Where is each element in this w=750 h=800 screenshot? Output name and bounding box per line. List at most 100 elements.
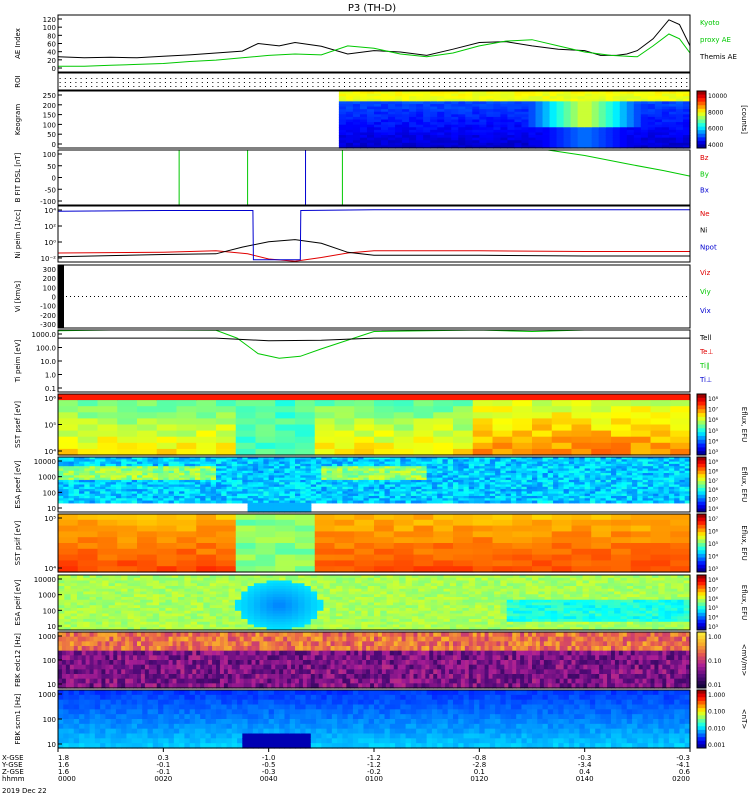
fbk_b-colorbar-cell [697, 729, 706, 734]
sst_i-colorbar-tick: 10⁵ [708, 541, 719, 548]
fbk_e-colorbar-cell [697, 642, 706, 647]
esa_i-colorbar-cell [697, 581, 706, 586]
ae-legend-2: Themis AE [699, 53, 737, 61]
keogram-colorbar-cell [697, 144, 706, 149]
bfit-tick-label: -100 [40, 198, 56, 206]
fbk_b-colorbar-cell [697, 704, 706, 709]
fbk_b-colorbar-cell [697, 711, 706, 716]
esa_e-colorbar-cell [697, 494, 706, 499]
keogram-tick-label: 200 [43, 102, 56, 110]
esa_e-colorbar-tick: 10⁶ [708, 487, 719, 494]
fbk_e-tick-label: 1000 [38, 633, 56, 641]
footer-value: -0.8 [472, 754, 486, 762]
footer-value: -0.1 [156, 768, 170, 776]
vi-tick-label: -200 [40, 312, 56, 320]
footer-value: 0140 [576, 775, 594, 783]
keogram-colorbar-cell [697, 94, 706, 99]
ni-tick-label: 10⁻² [41, 255, 57, 263]
esa_i-colorbar-tick: 10⁶ [708, 596, 719, 603]
keogram-frame [57, 90, 691, 149]
ni-legend-2: Npot [700, 243, 717, 251]
fbk_e-colorbar-label: <mV/m> [740, 644, 748, 677]
footer-value: -1.2 [367, 761, 381, 769]
footer-value: -3.4 [578, 761, 592, 769]
sst_e-colorbar-cell [697, 397, 706, 403]
esa_i-colorbar-cell [697, 612, 706, 617]
ti-tick-label: 100.0 [36, 345, 56, 353]
esa_i-colorbar-cell [697, 588, 706, 593]
fbk_e-colorbar-cell [697, 684, 706, 689]
sst_i-colorbar-cell [697, 550, 706, 555]
ti-legend-2: Ti∥ [699, 362, 710, 370]
keogram-colorbar-cell [697, 91, 706, 96]
fbk_e-colorbar-tick: 0.10 [708, 658, 722, 665]
fbk_e-colorbar-cell [697, 656, 706, 661]
esa_i-colorbar-cell [697, 619, 706, 624]
sst_e-colorbar-cell [697, 428, 706, 433]
sst_e-colorbar-tick: 10⁵ [708, 428, 719, 435]
esa_e-frame [57, 456, 691, 513]
sst_i-colorbar-label: Eflux, EFU [740, 525, 748, 560]
fbk_e-tick-label: 10 [47, 681, 56, 689]
keogram-colorbar-cell [697, 123, 706, 128]
keogram-colorbar-cell [697, 101, 706, 106]
esa_e-colorbar-cell [697, 491, 706, 496]
ni-legend-1: Ni [700, 227, 707, 235]
bfit-ylabel: B FIT DSL [nT] [14, 152, 22, 202]
esa_e-colorbar-tick: 10⁸ [708, 468, 719, 475]
ae-legend-0: Kyoto [700, 19, 720, 27]
fbk_b-colorbar-cell [697, 733, 706, 738]
bfit-tick-label: 100 [43, 151, 56, 159]
esa_i-colorbar-label: Eflux, EFU [740, 585, 748, 620]
sst_e-spectrogram [58, 394, 691, 456]
footer-value: 0.4 [579, 768, 591, 776]
sst_e-tick-label: 10⁴ [44, 448, 56, 456]
fbk_e-colorbar-cell [697, 681, 706, 685]
ae-legend-1: proxy AE [700, 36, 731, 44]
keogram-colorbar-cell [697, 115, 706, 120]
vi-legend-1: Viy [700, 288, 711, 296]
fbk_b-colorbar-label: <nT> [740, 709, 748, 730]
fbk_b-tick-label: 100 [43, 716, 56, 724]
vi-tick-label: -100 [40, 303, 56, 311]
footer-value: 0000 [58, 775, 76, 783]
roi-ylabel: ROI [14, 75, 22, 87]
esa_e-tick-label: 1000 [38, 474, 56, 482]
fbk_b-colorbar-cell [697, 697, 706, 702]
fbk_b-colorbar-cell [697, 700, 706, 705]
roi-markers [59, 78, 688, 87]
fbk_b-colorbar-cell [697, 708, 706, 713]
fbk_e-colorbar-cell [697, 670, 706, 675]
sst_e-colorbar-tick: 10³ [708, 449, 719, 456]
esa_i-colorbar-cell [697, 599, 706, 603]
sst_i-colorbar-cell [697, 557, 706, 562]
sst_e-colorbar-cell [697, 409, 706, 414]
keogram-tick-label: 100 [43, 121, 56, 129]
fbk_b-colorbar-cell [697, 690, 706, 695]
esa_i-colorbar-cell [697, 585, 706, 590]
sst_i-colorbar-cell [697, 521, 706, 526]
keogram-colorbar-tick: 4000 [708, 142, 723, 149]
ae-tick-label: 120 [43, 16, 56, 24]
ti-legend-1: Te⊥ [699, 348, 714, 356]
ni-legend-0: Ne [700, 210, 710, 218]
esa_e-colorbar-cell [697, 477, 706, 482]
bfit-tick-label: 0 [52, 175, 56, 183]
vi-tick-label: 0 [52, 294, 56, 302]
esa_i-tick-label: 100 [43, 607, 56, 615]
esa_e-colorbar-cell [697, 457, 706, 461]
esa_i-colorbar-cell [697, 575, 706, 579]
fbk_b-colorbar-tick: 1.000 [708, 692, 725, 699]
bfit-legend-1: By [700, 170, 709, 178]
ti-tick-label: 1000.0 [32, 331, 57, 339]
ni-series-3 [57, 250, 690, 262]
ti-series-6 [57, 329, 690, 359]
bfit-tick-label: 50 [47, 163, 56, 171]
esa_e-tick-label: 10 [47, 505, 56, 513]
sst_i-colorbar-cell [697, 561, 706, 566]
esa_i-colorbar-tick: 10⁸ [708, 577, 719, 584]
fbk_b-tick-label: 1000 [38, 691, 56, 699]
keogram-colorbar-label: [counts] [740, 105, 748, 134]
fbk_e-colorbar-cell [697, 663, 706, 668]
